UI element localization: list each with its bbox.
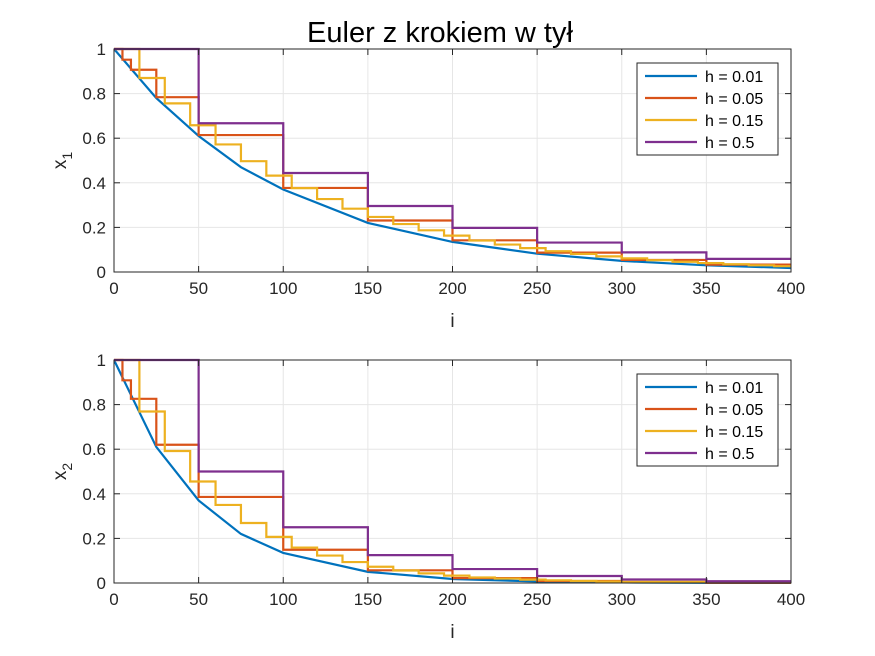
y-axis-label: x2 — [50, 463, 75, 481]
series-line-h05 — [114, 47, 791, 260]
y-tick-label: 0.2 — [82, 529, 106, 548]
x-tick-label: 200 — [438, 279, 466, 298]
y-tick-label: 0 — [97, 574, 106, 593]
y-tick-label: 0.6 — [82, 440, 106, 459]
x-tick-label: 50 — [189, 279, 208, 298]
x-axis-label: i — [450, 622, 454, 643]
x-tick-label: 150 — [354, 590, 382, 609]
subplot-x1: 0 50 100 150 200 250 300 350 400 0 0.2 0.4 0.6 0.8 1 i x… — [50, 40, 805, 332]
series-line-h015 — [114, 358, 791, 583]
legend: h = 0.01 h = 0.05 h = 0.15 h = 0.5 — [636, 373, 779, 467]
x-tick-label: 100 — [269, 590, 297, 609]
figure-title: Euler z krokiem w tył — [307, 17, 573, 49]
legend-label: h = 0.15 — [705, 424, 763, 441]
x-tick-label: 0 — [109, 279, 118, 298]
x-tick-label: 50 — [189, 590, 208, 609]
y-tick-label: 0 — [97, 263, 106, 282]
legend-label: h = 0.5 — [705, 135, 754, 152]
y-tick-label: 1 — [97, 351, 106, 370]
subplot-x2: 0 50 100 150 200 250 300 350 400 0 0.2 0.4 0.6 0.8 1 i x… — [50, 351, 805, 643]
y-axis-label-main: x — [50, 470, 71, 480]
legend: h = 0.01 h = 0.05 h = 0.15 h = 0.5 — [636, 62, 779, 156]
legend-label: h = 0.01 — [705, 380, 763, 397]
x-tick-label: 350 — [692, 279, 720, 298]
y-axis-label: x1 — [50, 152, 75, 170]
x-tick-label: 350 — [692, 590, 720, 609]
y-tick-label: 0.4 — [82, 485, 106, 504]
y-tick-label: 0.8 — [82, 396, 106, 415]
x-tick-label: 250 — [523, 279, 551, 298]
series-line-h015 — [114, 47, 791, 268]
y-tick-label: 0.2 — [82, 218, 106, 237]
y-tick-label: 1 — [97, 40, 106, 59]
y-tick-label: 0.6 — [82, 129, 106, 148]
y-axis-label-subscript: 1 — [59, 152, 75, 160]
x-tick-label: 300 — [608, 279, 636, 298]
y-tick-label: 0.4 — [82, 174, 106, 193]
y-axis-label-main: x — [50, 159, 71, 169]
legend-label: h = 0.15 — [705, 113, 763, 130]
legend-label: h = 0.01 — [705, 69, 763, 86]
y-axis-label-subscript: 2 — [59, 463, 75, 471]
y-tick-label: 0.8 — [82, 85, 106, 104]
legend-box — [636, 62, 779, 156]
series-line-h05 — [114, 358, 791, 583]
x-tick-label: 250 — [523, 590, 551, 609]
x-tick-label: 100 — [269, 279, 297, 298]
legend-label: h = 0.5 — [705, 446, 754, 463]
series-line-h001 — [114, 48, 791, 270]
x-tick-label: 150 — [354, 279, 382, 298]
x-tick-label: 400 — [777, 590, 805, 609]
x-axis-label: i — [450, 311, 454, 332]
x-tick-label: 400 — [777, 279, 805, 298]
x-tick-label: 300 — [608, 590, 636, 609]
x-tick-label: 0 — [109, 590, 118, 609]
legend-label: h = 0.05 — [705, 402, 763, 419]
legend-label: h = 0.05 — [705, 91, 763, 108]
x-tick-label: 200 — [438, 590, 466, 609]
legend-box — [636, 373, 779, 467]
